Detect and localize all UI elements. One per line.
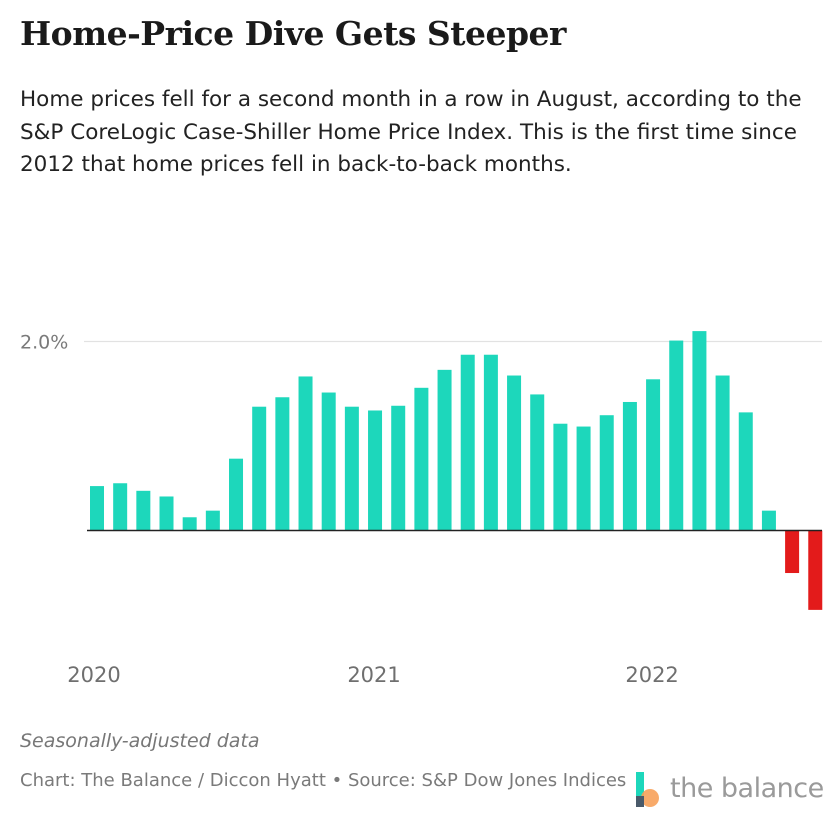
bar-jun-2022 — [761, 510, 776, 531]
bar-mar-2020 — [136, 490, 151, 531]
y-tick-label: 2.0% — [20, 332, 68, 354]
bar-jul-2021 — [507, 375, 522, 531]
bar-aug-2020 — [252, 406, 267, 531]
bar-apr-2021 — [437, 369, 452, 531]
data-note: Seasonally-adjusted data — [20, 730, 260, 752]
x-tick-label: 2020 — [67, 663, 120, 687]
logo-text: the balance — [670, 773, 824, 804]
bar-jun-2020 — [205, 510, 220, 531]
bar-apr-2022 — [715, 375, 730, 531]
bar-feb-2020 — [113, 483, 128, 531]
bar-nov-2021 — [599, 415, 614, 531]
bar-jan-2021 — [368, 410, 383, 531]
bar-chart: 2.0% 2020 2021 2022 — [20, 331, 823, 688]
bar-aug-2021 — [530, 394, 545, 531]
chart-title: Home-Price Dive Gets Steeper — [20, 14, 566, 53]
bar-sep-2020 — [275, 397, 290, 531]
x-tick-label: 2022 — [625, 663, 678, 687]
x-tick-label: 2021 — [347, 663, 400, 687]
bar-mar-2021 — [414, 387, 429, 531]
bar-oct-2020 — [298, 376, 313, 531]
bar-jul-2022 — [785, 530, 800, 574]
bar-feb-2022 — [669, 340, 684, 531]
bar-jul-2020 — [229, 458, 244, 531]
bar-dec-2020 — [344, 406, 359, 531]
chart-credit: Chart: The Balance / Diccon Hyatt • Sour… — [20, 770, 627, 791]
bar-jan-2020 — [90, 486, 104, 531]
bar-jun-2021 — [483, 354, 498, 531]
bar-mar-2022 — [692, 331, 707, 531]
the-balance-logo: the balance — [634, 772, 824, 812]
bar-may-2020 — [182, 517, 197, 531]
bar-nov-2020 — [321, 392, 336, 531]
logo-mark-icon — [636, 772, 659, 807]
bars-layer — [90, 331, 823, 610]
bar-may-2022 — [738, 412, 753, 531]
bar-apr-2020 — [159, 496, 174, 531]
bar-jan-2022 — [646, 379, 661, 531]
bar-feb-2021 — [391, 405, 406, 531]
bar-dec-2021 — [622, 401, 637, 531]
bar-oct-2021 — [576, 426, 591, 531]
chart-subtitle: Home prices fell for a second month in a… — [20, 87, 802, 178]
bar-may-2021 — [460, 354, 475, 531]
bar-aug-2022 — [808, 530, 823, 610]
label-layer: 2.0% 2020 2021 2022 — [20, 332, 679, 688]
bar-sep-2021 — [553, 423, 568, 531]
